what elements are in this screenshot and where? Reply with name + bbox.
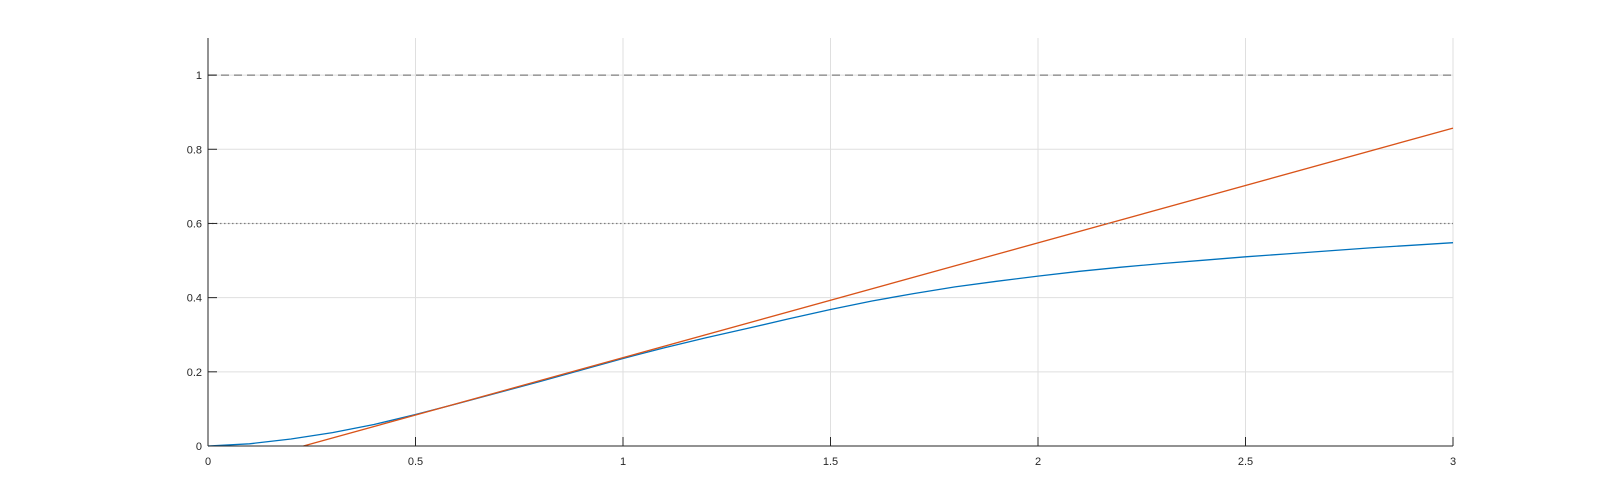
y-tick-label: 0.6	[187, 218, 202, 230]
x-tick-label: 2.5	[1238, 456, 1253, 468]
x-tick-label: 3	[1450, 456, 1456, 468]
plot-lines	[207, 74, 1454, 447]
x-tick-label: 0.5	[408, 456, 423, 468]
series-line-2	[303, 127, 1454, 447]
axes	[207, 38, 1454, 447]
tick-labels: 0 0.5 1 1.5 2 2.5 3 0 0.2 0.4 0.6 0.8 1	[187, 70, 1456, 468]
x-tick-label: 2	[1035, 456, 1041, 468]
y-tick-label: 0.8	[187, 144, 202, 156]
grid	[207, 38, 1454, 447]
x-tick-label: 1.5	[823, 456, 838, 468]
y-tick-label: 0.2	[187, 367, 202, 379]
y-tick-label: 0	[196, 441, 202, 453]
x-tick-label: 0	[205, 456, 211, 468]
y-tick-label: 0.4	[187, 293, 202, 305]
y-tick-label: 1	[196, 70, 202, 82]
x-tick-label: 1	[620, 456, 626, 468]
